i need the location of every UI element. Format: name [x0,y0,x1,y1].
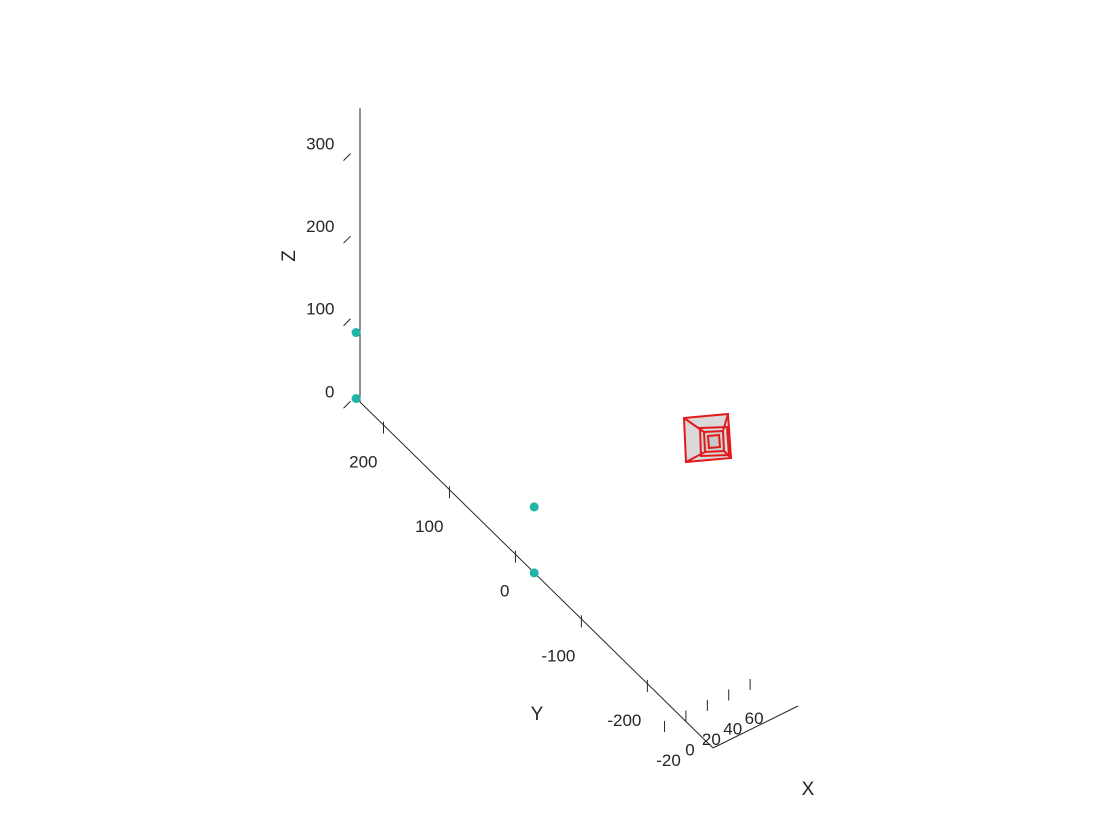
data-point [529,568,539,578]
y-tick-label: -100 [541,646,575,665]
z-tick [343,400,351,409]
z-tick [343,318,351,327]
z-tick [343,153,351,162]
y-tick-label: 200 [349,453,377,472]
data-point [529,502,539,512]
frustum-edge [723,450,732,459]
frustum-center [706,433,722,450]
z-tick-label: 100 [306,300,334,319]
x-axis-label: X [802,779,815,800]
x-tick-label: 60 [745,709,764,728]
z-tick-label: 0 [325,382,334,401]
frustum-edge [722,413,729,432]
x-tick-label: 20 [702,730,721,749]
z-tick [343,235,351,244]
camera-frustum-icon [682,412,733,464]
y-tick-label: 0 [500,582,509,601]
scatter-points [351,328,539,578]
z-tick-label: 300 [306,135,334,154]
z-ticks: 0 100 200 300 [306,135,351,409]
data-point [351,328,361,338]
x-tick-label: -20 [656,751,681,770]
y-tick-label: -200 [607,711,641,730]
data-point [351,394,361,404]
z-tick-label: 200 [306,217,334,236]
y-tick-label: 100 [415,517,443,536]
z-axis: 0 100 200 300 Z [279,108,361,409]
x-tick-label: 0 [685,740,694,759]
frustum-edge [685,451,706,463]
frustum-edge [683,417,705,433]
z-axis-label: Z [279,250,300,262]
x-tick-label: 40 [723,719,742,738]
y-axis: 200 100 0 -100 -200 Y [349,401,714,749]
y-ticks: 200 100 0 -100 -200 [349,421,648,730]
y-axis-label: Y [531,704,544,725]
x-axis-line [712,705,799,749]
